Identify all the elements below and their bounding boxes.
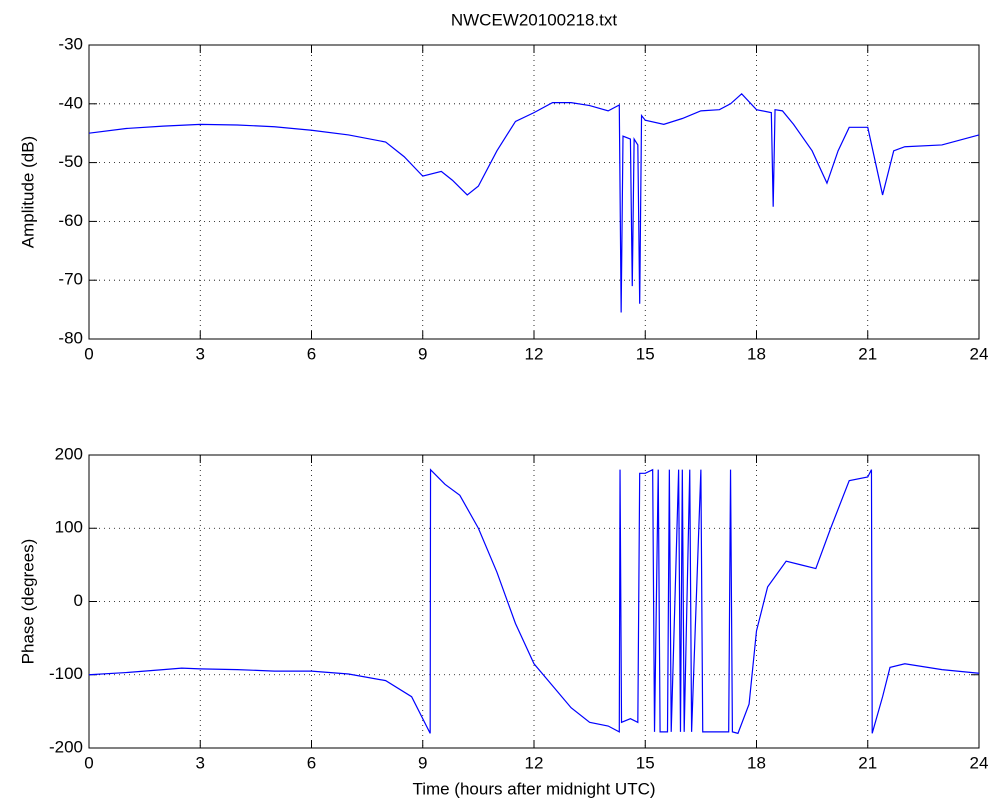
x-tick-label: 21: [858, 753, 877, 772]
x-tick-label: 18: [747, 344, 766, 363]
x-tick-label: 3: [196, 344, 205, 363]
x-tick-label: 24: [970, 753, 989, 772]
x-tick-label: 21: [858, 344, 877, 363]
x-tick-label: 0: [84, 753, 93, 772]
x-tick-label: 9: [418, 753, 427, 772]
x-tick-label: 0: [84, 344, 93, 363]
plot-frame: [88, 454, 980, 749]
x-tick-label: 12: [525, 753, 544, 772]
y-tick-label: -200: [49, 737, 83, 756]
chart-title: NWCEW20100218.txt: [451, 10, 618, 29]
x-tick-label: 15: [636, 753, 655, 772]
y-tick-label: -30: [58, 34, 83, 53]
y-axis-label: Phase (degrees): [18, 539, 37, 665]
x-tick-label: 24: [970, 344, 989, 363]
x-axis-label: Time (hours after midnight UTC): [412, 779, 655, 798]
x-tick-label: 18: [747, 753, 766, 772]
y-tick-label: -40: [58, 93, 83, 112]
y-axis-label: Amplitude (dB): [18, 136, 37, 248]
y-tick-label: -80: [58, 328, 83, 347]
x-tick-label: 3: [196, 753, 205, 772]
x-tick-label: 15: [636, 344, 655, 363]
data-line: [88, 92, 980, 313]
x-tick-label: 6: [307, 753, 316, 772]
y-tick-label: 0: [74, 591, 83, 610]
x-tick-label: 9: [418, 344, 427, 363]
y-tick-label: -70: [58, 270, 83, 289]
y-tick-label: -60: [58, 211, 83, 230]
y-tick-label: -100: [49, 664, 83, 683]
y-tick-label: -50: [58, 152, 83, 171]
y-tick-label: 200: [55, 444, 83, 463]
x-tick-label: 6: [307, 344, 316, 363]
plot-frame: [88, 44, 980, 340]
y-tick-label: 100: [55, 518, 83, 537]
data-line: [88, 468, 980, 735]
x-tick-label: 12: [525, 344, 544, 363]
